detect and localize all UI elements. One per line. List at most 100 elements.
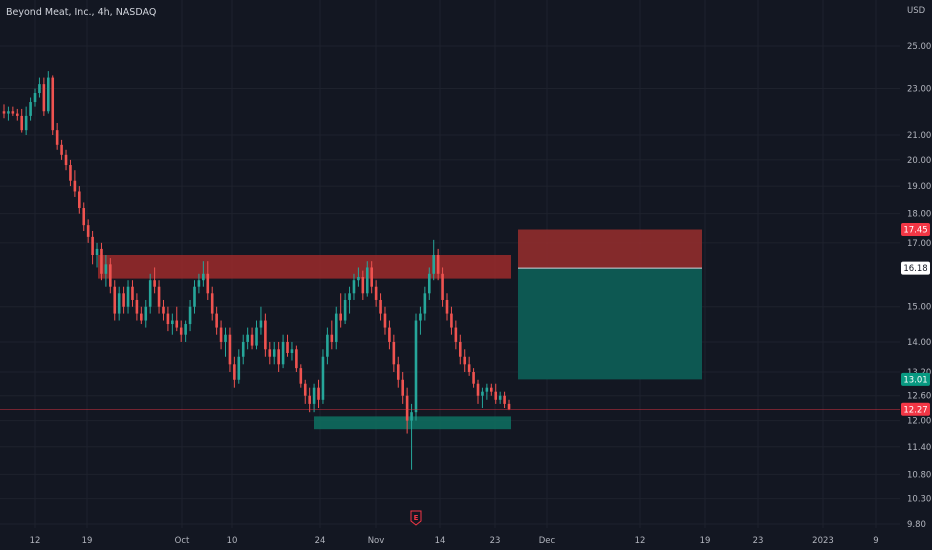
candle-body [419, 313, 422, 321]
zones [98, 229, 702, 430]
candle-body [193, 286, 196, 307]
price-badge [901, 223, 930, 237]
candle-body [11, 111, 15, 114]
candle-body [498, 395, 502, 400]
candle-body [224, 334, 227, 342]
candle-body [47, 77, 50, 112]
candle-body [401, 379, 404, 396]
candle-body [33, 93, 37, 103]
y-tick-label: 23.00 [907, 85, 931, 95]
candle-body [374, 286, 378, 300]
candle-body [202, 273, 205, 281]
candle-body [494, 391, 498, 400]
candle-body [370, 267, 373, 287]
candle-body [379, 299, 382, 314]
y-tick-label: 12.00 [907, 417, 931, 427]
candle-body [352, 280, 356, 294]
candle-body [206, 273, 210, 294]
x-tick-label: 2023 [812, 536, 834, 546]
candle-body [467, 364, 471, 372]
candle-body [272, 349, 276, 357]
candle-body [312, 387, 316, 404]
candle-body [458, 341, 462, 357]
price-badge-label: 17.45 [903, 226, 927, 236]
candle-body [55, 130, 59, 145]
candle-body [348, 293, 351, 300]
candle-body [157, 286, 161, 307]
candle-body [166, 313, 170, 325]
candle-body [299, 368, 303, 384]
candle-body [148, 280, 152, 307]
candle-body [432, 255, 436, 274]
candle-body [233, 364, 236, 380]
candle-body [60, 144, 63, 155]
candle-body [445, 299, 449, 314]
candle-body [450, 313, 453, 328]
y-tick-label: 10.30 [907, 495, 931, 505]
candle-body [24, 115, 28, 131]
x-tick-label: 19 [700, 536, 711, 546]
candle-body [29, 102, 32, 116]
candle-body [73, 180, 77, 192]
y-tick-label: 9.80 [907, 520, 926, 530]
candle-body [405, 395, 409, 421]
candle-body [277, 349, 280, 365]
candle-body [281, 341, 285, 365]
candle-body [357, 276, 360, 281]
candle-body [427, 273, 431, 294]
candle-body [175, 320, 179, 328]
x-tick-label: 14 [435, 536, 446, 546]
x-axis[interactable]: 12 19 Oct 10 24 Nov 14 23 Dec 12 19 23 2023 9 [30, 536, 879, 546]
y-tick-label: 17.00 [907, 239, 931, 249]
candle-body [140, 313, 143, 321]
candle-body [104, 264, 108, 274]
candle-body [454, 327, 458, 342]
candle-body [334, 313, 338, 342]
candle-body [241, 341, 245, 357]
candle-body [38, 84, 41, 94]
candle-body [51, 77, 55, 131]
earnings-marker-label: E [414, 514, 419, 522]
candle-body [131, 286, 134, 300]
candle-body [295, 349, 298, 369]
x-tick-label: 23 [753, 536, 764, 546]
candle-body [237, 356, 241, 380]
candle-body [162, 306, 165, 314]
candle-body [268, 349, 272, 357]
candle-body [86, 225, 90, 237]
y-tick-label: 10.80 [907, 470, 931, 480]
candle-body [507, 403, 511, 410]
earnings-marker-shape [410, 510, 422, 526]
candles [2, 71, 511, 470]
candle-body [219, 327, 223, 342]
candle-body [503, 395, 506, 404]
zone-stop [518, 229, 702, 269]
candle-body [472, 371, 475, 384]
candle-body [135, 299, 139, 314]
y-tick-label: 21.00 [907, 131, 931, 141]
candle-body [436, 255, 440, 274]
candle-body [113, 286, 117, 314]
price-badges: 17.45 16.18 13.01 12.27 [901, 223, 930, 416]
candle-body [2, 111, 6, 114]
zone-target [518, 268, 702, 380]
x-tick-label: Oct [175, 536, 190, 546]
currency-label: USD [907, 6, 926, 16]
price-badge-label: 16.18 [903, 264, 927, 274]
x-tick-label: 12 [635, 536, 646, 546]
candle-body [122, 293, 125, 307]
x-tick-label: 24 [315, 536, 326, 546]
candle-body [184, 324, 187, 335]
candle-body [481, 391, 484, 396]
candle-body [264, 320, 267, 350]
candle-body [259, 320, 263, 328]
candle-body [78, 191, 81, 209]
x-tick-label: Nov [368, 536, 385, 546]
y-axis[interactable]: 25.00 23.00 21.00 20.00 19.00 18.00 17.00 15.00… [907, 42, 931, 530]
earnings-marker[interactable]: E [410, 510, 422, 526]
candle-body [197, 280, 201, 287]
x-tick-label: Dec [539, 536, 556, 546]
candle-body [246, 334, 249, 342]
